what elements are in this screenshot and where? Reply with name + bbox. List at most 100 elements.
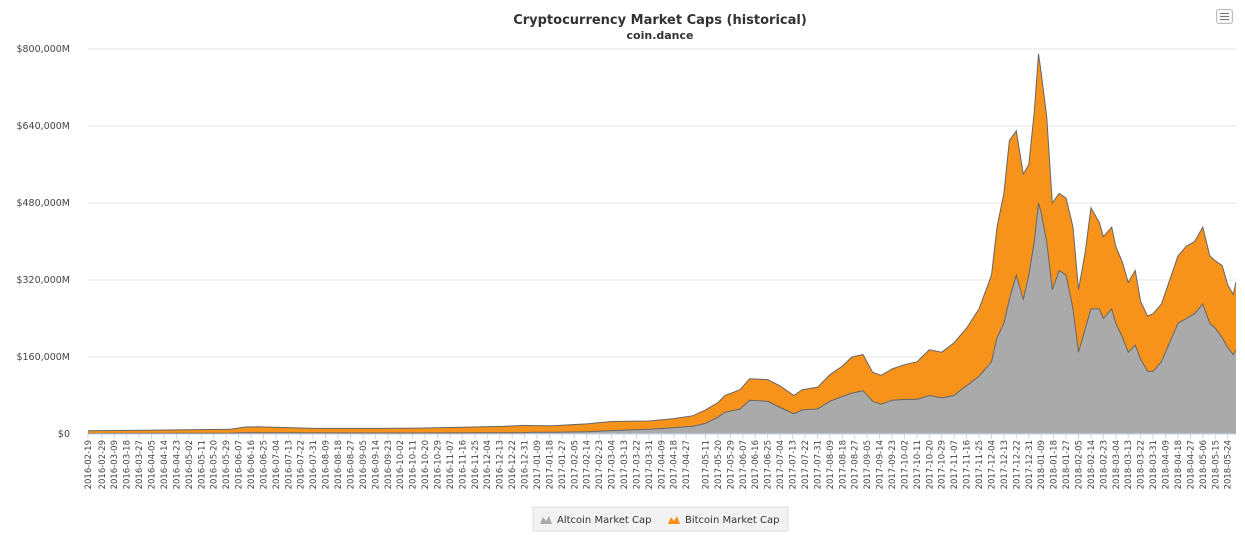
- x-tick-label: 2017-02-23: [595, 440, 605, 489]
- x-tick-label: 2017-10-29: [938, 440, 948, 489]
- x-tick-label: 2016-08-18: [334, 440, 344, 489]
- x-tick-label: 2016-03-18: [123, 440, 133, 489]
- x-tick-label: 2017-11-16: [963, 440, 973, 489]
- x-tick-label: 2017-10-20: [925, 440, 935, 489]
- x-tick-label: 2018-03-22: [1137, 440, 1147, 489]
- x-tick-label: 2018-04-18: [1174, 440, 1184, 489]
- x-tick-label: 2016-10-29: [434, 440, 444, 489]
- altcoin-market-cap-line: [87, 202, 1237, 434]
- x-tick-label: 2016-10-11: [409, 440, 419, 489]
- y-tick-label: $160,000M: [16, 352, 70, 363]
- x-tick-label: 2016-12-13: [496, 440, 506, 489]
- x-tick-label: 2018-05-06: [1199, 440, 1209, 489]
- x-tick-label: 2017-01-18: [545, 440, 555, 489]
- x-tick-label: 2017-01-27: [558, 440, 568, 489]
- x-tick-label: 2016-12-04: [483, 440, 493, 489]
- x-tick-label: 2017-04-27: [682, 440, 692, 489]
- plot-areas: [87, 53, 1237, 434]
- x-tick-label: 2016-02-29: [98, 440, 108, 489]
- x-tick-label: 2016-07-22: [297, 440, 307, 489]
- y-tick-label: $800,000M: [16, 44, 70, 55]
- x-tick-label: 2016-04-14: [160, 440, 170, 489]
- x-tick-label: 2017-06-16: [751, 440, 761, 489]
- menu-icon-line: [1220, 16, 1229, 17]
- legend-bitcoin-label: Bitcoin Market Cap: [685, 515, 779, 526]
- legend[interactable]: Altcoin Market Cap Bitcoin Market Cap: [532, 506, 789, 532]
- x-tick-label: 2016-11-25: [471, 440, 481, 489]
- x-tick-label: 2017-02-14: [583, 440, 593, 489]
- x-tick-label: 2017-09-23: [888, 440, 898, 489]
- x-tick-label: 2016-06-16: [247, 440, 257, 489]
- altcoin-market-cap-area: [88, 203, 1236, 434]
- x-tick-label: 2016-03-09: [110, 440, 120, 489]
- x-tick-label: 2017-07-31: [813, 440, 823, 489]
- x-tick-label: 2017-06-07: [739, 440, 749, 489]
- x-tick-label: 2016-05-11: [197, 440, 207, 489]
- x-tick-label: 2016-09-14: [371, 440, 381, 489]
- x-tick-label: 2016-10-02: [396, 440, 406, 489]
- legend-altcoin-icon: [540, 516, 552, 524]
- x-tick-label: 2017-04-18: [670, 440, 680, 489]
- x-tick-label: 2016-07-13: [284, 440, 294, 489]
- legend-background: [532, 506, 789, 532]
- x-axis: 2016-02-19 2016-02-29 2016-03-09 2016-03-18…: [84, 433, 1236, 489]
- x-tick-label: 2017-03-22: [632, 440, 642, 489]
- x-tick-label: 2016-08-09: [322, 440, 332, 489]
- x-tick-label: 2016-03-27: [135, 440, 145, 489]
- x-tick-label: 2017-07-04: [776, 440, 786, 489]
- x-tick-label: 2018-03-31: [1149, 440, 1159, 489]
- x-tick-label: 2017-12-04: [987, 440, 997, 489]
- x-tick-label: 2018-04-09: [1162, 440, 1172, 489]
- x-tick-label: 2016-12-22: [508, 440, 518, 489]
- x-tick-label: 2017-09-05: [863, 440, 873, 489]
- x-tick-label: 2018-04-27: [1186, 440, 1196, 489]
- x-tick-label: 2017-06-25: [764, 440, 774, 489]
- x-tick-label: 2017-12-31: [1025, 440, 1035, 489]
- x-tick-label: 2016-09-05: [359, 440, 369, 489]
- y-tick-label: $320,000M: [16, 275, 70, 286]
- x-tick-label: 2017-12-13: [1000, 440, 1010, 489]
- x-tick-label: 2017-11-07: [950, 440, 960, 489]
- y-axis: $0 $160,000M $320,000M $480,000M $640,000M $8…: [16, 44, 70, 440]
- x-tick-label: 2016-04-05: [148, 440, 158, 489]
- chart-menu-button[interactable]: [1216, 9, 1233, 24]
- x-tick-label: 2018-02-05: [1075, 440, 1085, 489]
- x-tick-label: 2017-02-05: [570, 440, 580, 489]
- x-tick-label: 2017-11-25: [975, 440, 985, 489]
- x-tick-label: 2017-03-31: [645, 440, 655, 489]
- x-tick-label: 2016-05-29: [222, 440, 232, 489]
- x-tick-label: 2016-12-31: [521, 440, 531, 489]
- y-tick-label: $0: [58, 429, 70, 440]
- x-tick-label: 2016-02-19: [84, 440, 94, 489]
- x-tick-label: 2017-03-13: [620, 440, 630, 489]
- x-tick-label: 2016-07-04: [272, 440, 282, 489]
- legend-item-altcoin[interactable]: Altcoin Market Cap: [540, 515, 651, 526]
- legend-item-bitcoin[interactable]: Bitcoin Market Cap: [668, 515, 779, 526]
- y-tick-label: $640,000M: [16, 121, 70, 132]
- legend-bitcoin-icon: [668, 516, 680, 524]
- x-tick-label: 2017-01-09: [533, 440, 543, 489]
- x-tick-label: 2018-03-04: [1112, 440, 1122, 489]
- chart-title: Cryptocurrency Market Caps (historical): [513, 13, 807, 28]
- x-tick-label: 2017-07-13: [789, 440, 799, 489]
- x-tick-label: 2016-10-20: [421, 440, 431, 489]
- x-tick-label: 2018-01-27: [1062, 440, 1072, 489]
- x-tick-label: 2018-05-24: [1224, 440, 1234, 489]
- x-tick-label: 2016-08-27: [346, 440, 356, 489]
- x-tick-label: 2018-01-18: [1050, 440, 1060, 489]
- x-tick-label: 2016-09-23: [384, 440, 394, 489]
- menu-icon-line: [1220, 19, 1229, 20]
- x-tick-label: 2017-09-14: [876, 440, 886, 489]
- x-tick-label: 2016-05-02: [185, 440, 195, 489]
- bitcoin-market-cap-line: [87, 53, 1237, 432]
- x-tick-label: 2018-03-13: [1124, 440, 1134, 489]
- x-tick-label: 2017-12-22: [1012, 440, 1022, 489]
- bitcoin-market-cap-area: [88, 53, 1236, 434]
- x-tick-label: 2017-03-04: [608, 440, 618, 489]
- x-tick-label: 2018-02-14: [1087, 440, 1097, 489]
- x-tick-label: 2017-07-22: [801, 440, 811, 489]
- x-tick-label: 2016-11-07: [446, 440, 456, 489]
- x-tick-label: 2016-06-25: [259, 440, 269, 489]
- x-tick-label: 2017-05-29: [726, 440, 736, 489]
